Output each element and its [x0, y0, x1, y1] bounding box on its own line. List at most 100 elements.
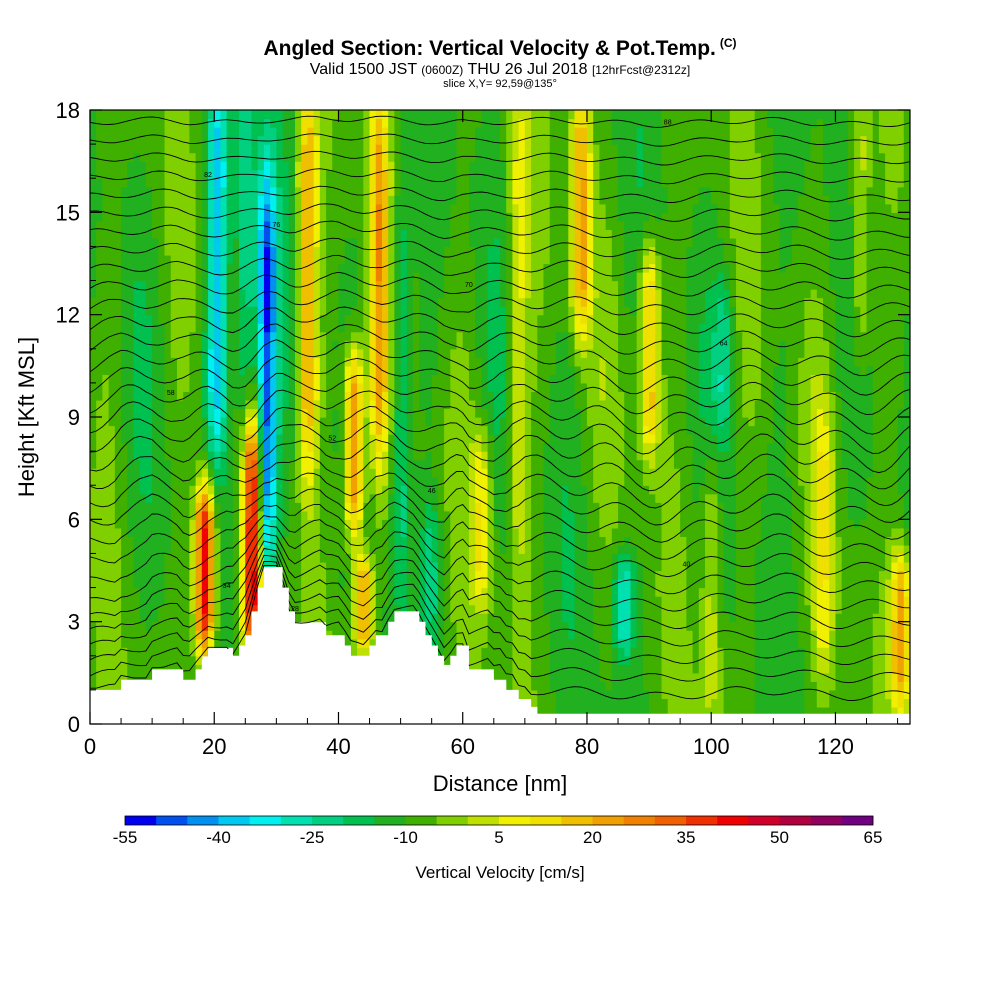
velocity-cell	[381, 527, 389, 537]
velocity-cell	[208, 604, 215, 614]
velocity-cell	[562, 698, 569, 708]
velocity-cell	[195, 340, 203, 350]
velocity-cell	[214, 527, 222, 537]
velocity-cell	[164, 664, 172, 674]
velocity-cell	[381, 229, 389, 239]
velocity-cell	[319, 459, 327, 469]
velocity-cell	[506, 442, 514, 452]
velocity-cell	[90, 195, 97, 205]
velocity-cell	[195, 399, 203, 410]
velocity-cell	[518, 348, 526, 358]
velocity-cell	[102, 630, 110, 640]
velocity-cell	[96, 365, 104, 375]
velocity-cell	[164, 451, 172, 461]
velocity-cell	[562, 203, 569, 213]
velocity-cell	[425, 596, 433, 606]
velocity-cell	[468, 382, 476, 393]
velocity-cell	[288, 186, 296, 196]
velocity-cell	[425, 135, 433, 145]
velocity-cell	[326, 374, 333, 384]
velocity-cell	[363, 502, 371, 512]
velocity-cell	[189, 169, 197, 179]
velocity-cell	[549, 306, 557, 316]
velocity-cell	[263, 340, 271, 350]
velocity-cell	[245, 340, 253, 350]
velocity-cell	[176, 254, 184, 265]
velocity-cell	[127, 417, 135, 427]
velocity-cell	[400, 604, 408, 614]
velocity-cell	[369, 638, 377, 648]
velocity-cell	[158, 442, 166, 452]
velocity-cell	[425, 169, 433, 179]
velocity-cell	[400, 127, 408, 137]
velocity-cell	[307, 459, 315, 469]
velocity-cell	[176, 596, 184, 606]
velocity-cell	[400, 408, 408, 418]
velocity-cell	[176, 220, 184, 230]
velocity-cell	[338, 459, 346, 469]
velocity-cell	[127, 152, 135, 162]
velocity-cell	[375, 357, 383, 367]
velocity-cell	[121, 596, 128, 606]
velocity-cell	[121, 451, 128, 461]
velocity-cell	[456, 519, 464, 529]
velocity-cell	[108, 672, 116, 682]
velocity-cell	[295, 596, 302, 606]
velocity-cell	[239, 110, 246, 120]
velocity-cell	[108, 570, 116, 580]
velocity-cell	[369, 254, 377, 265]
velocity-cell	[419, 408, 427, 418]
velocity-cell	[462, 630, 470, 640]
velocity-cell	[108, 630, 116, 640]
velocity-cell	[251, 502, 259, 512]
velocity-cell	[500, 237, 507, 248]
velocity-cell	[263, 459, 271, 469]
velocity-cell	[400, 365, 408, 375]
velocity-cell	[183, 229, 190, 239]
velocity-cell	[543, 195, 551, 205]
velocity-cell	[220, 314, 228, 324]
velocity-cell	[170, 365, 178, 375]
velocity-cell	[568, 502, 576, 512]
velocity-cell	[419, 272, 427, 282]
velocity-cell	[114, 331, 122, 341]
velocity-cell	[437, 442, 445, 452]
velocity-cell	[475, 510, 482, 520]
velocity-cell	[555, 272, 563, 282]
velocity-cell	[462, 186, 470, 196]
velocity-cell	[537, 527, 545, 537]
velocity-cell	[158, 365, 166, 375]
velocity-cell	[338, 604, 346, 614]
velocity-cell	[226, 613, 234, 623]
velocity-cell	[158, 203, 166, 213]
velocity-cell	[568, 306, 576, 316]
velocity-cell	[363, 647, 371, 657]
velocity-cell	[226, 502, 234, 512]
velocity-cell	[226, 272, 234, 282]
velocity-cell	[357, 647, 364, 657]
velocity-cell	[170, 536, 178, 546]
velocity-cell	[450, 110, 458, 120]
velocity-cell	[183, 604, 190, 614]
velocity-cell	[381, 544, 389, 555]
velocity-cell	[543, 289, 551, 299]
velocity-cell	[139, 203, 147, 213]
velocity-cell	[239, 493, 246, 503]
velocity-cell	[381, 502, 389, 512]
velocity-cell	[176, 263, 184, 273]
velocity-cell	[400, 348, 408, 358]
velocity-cell	[456, 340, 464, 350]
velocity-cell	[506, 553, 514, 563]
velocity-cell	[319, 212, 327, 222]
velocity-cell	[326, 161, 333, 171]
velocity-cell	[295, 152, 302, 162]
velocity-cell	[326, 237, 333, 248]
velocity-cell	[444, 647, 451, 657]
velocity-cell	[344, 587, 352, 597]
velocity-cell	[493, 272, 501, 282]
velocity-cell	[276, 152, 284, 162]
velocity-cell	[400, 587, 408, 597]
velocity-cell	[332, 365, 340, 375]
velocity-cell	[555, 348, 563, 358]
velocity-cell	[208, 169, 215, 179]
